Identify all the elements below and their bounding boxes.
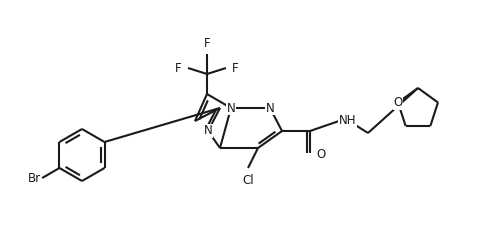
Text: F: F [175, 61, 182, 75]
Text: N: N [227, 101, 235, 115]
Text: N: N [204, 125, 213, 137]
Text: N: N [266, 101, 275, 115]
Text: Br: Br [28, 171, 41, 185]
Text: O: O [394, 96, 402, 109]
Text: Cl: Cl [242, 174, 254, 187]
Text: O: O [316, 148, 325, 161]
Text: NH: NH [339, 115, 357, 128]
Text: F: F [232, 61, 239, 75]
Text: F: F [204, 37, 210, 50]
